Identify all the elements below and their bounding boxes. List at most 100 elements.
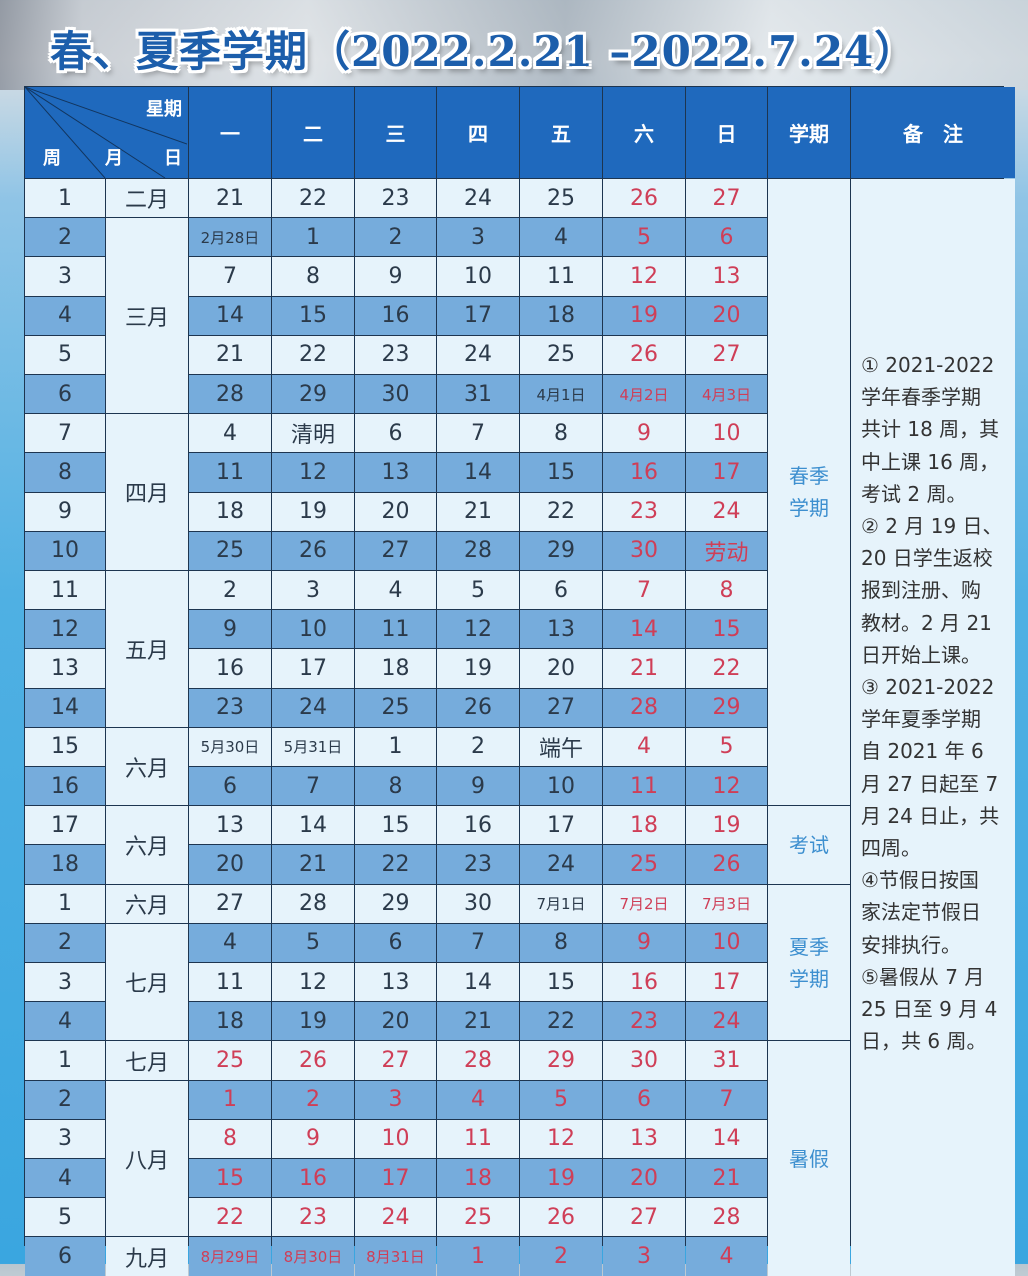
month-label: 六月 <box>106 806 188 884</box>
day-cell: 22 <box>272 179 354 218</box>
day-cell: 12 <box>437 610 519 649</box>
day-cell: 12 <box>272 453 354 492</box>
day-cell: 30 <box>355 375 436 414</box>
month-label: 七月 <box>106 1041 188 1080</box>
day-cell: 8 <box>686 571 767 610</box>
note-line: ④节假日按国 <box>861 868 979 893</box>
week-number: 17 <box>25 806 105 845</box>
day-cell: 8 <box>355 767 436 806</box>
weekday-header: 四 <box>437 87 519 178</box>
day-cell: 13 <box>603 1119 685 1159</box>
day-cell: 10 <box>686 923 767 963</box>
day-cell: 29 <box>520 531 602 571</box>
term-label: 春季 学期 <box>768 179 850 806</box>
day-cell: 2月28日 <box>189 218 271 257</box>
day-cell: 17 <box>686 963 767 1002</box>
notes-cell: ① 2021-2022 学年春季学期 共计 18 周，其 中上课 16 周， 考试 2 … <box>851 179 1015 1276</box>
day-cell: 8 <box>520 923 602 963</box>
day-cell: 11 <box>355 610 436 649</box>
day-cell: 21 <box>272 845 354 884</box>
day-cell: 13 <box>520 610 602 649</box>
day-cell: 5月31日 <box>272 727 354 767</box>
day-cell: 22 <box>189 1198 271 1237</box>
week-number: 4 <box>25 1159 105 1198</box>
day-cell: 21 <box>686 1159 767 1198</box>
day-cell: 2 <box>520 1237 602 1276</box>
day-cell: 27 <box>686 335 767 375</box>
note-line: 报到注册、购 <box>861 578 981 603</box>
day-cell: 1 <box>189 1080 271 1119</box>
diagonal-lines <box>25 87 187 178</box>
term-label-line: 春季 <box>789 464 829 489</box>
day-cell: 1 <box>355 727 436 767</box>
note-line: 月 24 日止，共 <box>861 803 1000 828</box>
week-number: 18 <box>25 845 105 884</box>
week-number: 1 <box>25 1041 105 1080</box>
day-cell: 29 <box>355 884 436 923</box>
week-number: 9 <box>25 492 105 531</box>
day-cell: 20 <box>686 296 767 335</box>
week-number: 4 <box>25 1002 105 1041</box>
day-cell: 20 <box>355 1002 436 1041</box>
day-cell: 端午 <box>520 727 602 767</box>
day-cell: 8 <box>189 1119 271 1159</box>
day-cell: 19 <box>272 1002 354 1041</box>
day-cell: 29 <box>272 375 354 414</box>
month-label: 七月 <box>106 923 188 1041</box>
day-cell: 15 <box>189 1159 271 1198</box>
day-cell: 17 <box>686 453 767 492</box>
day-cell: 4月1日 <box>520 375 602 414</box>
day-cell: 18 <box>603 806 685 845</box>
day-cell: 18 <box>189 1002 271 1041</box>
page-title: 春、夏季学期（2022.2.21 –2022.7.24） <box>50 27 918 76</box>
day-cell: 13 <box>355 963 436 1002</box>
note-line: 自 2021 年 6 <box>861 739 984 764</box>
day-cell: 4 <box>520 218 602 257</box>
day-cell: 28 <box>437 531 519 571</box>
month-label: 九月 <box>106 1237 188 1276</box>
day-cell: 2 <box>437 727 519 767</box>
day-cell: 10 <box>272 610 354 649</box>
day-cell: 26 <box>520 1198 602 1237</box>
day-cell: 26 <box>603 335 685 375</box>
day-cell: 14 <box>686 1119 767 1159</box>
day-cell: 16 <box>437 806 519 845</box>
day-cell: 18 <box>189 492 271 531</box>
week-number: 1 <box>25 884 105 923</box>
day-cell: 14 <box>603 610 685 649</box>
weekday-header: 五 <box>520 87 602 178</box>
day-cell: 6 <box>603 1080 685 1119</box>
note-line: 家法定节假日 <box>861 900 981 925</box>
weekday-header: 三 <box>355 87 436 178</box>
day-cell: 3 <box>603 1237 685 1276</box>
day-cell: 17 <box>272 649 354 688</box>
day-cell: 24 <box>686 1002 767 1041</box>
day-cell: 5 <box>520 1080 602 1119</box>
day-cell: 6 <box>189 767 271 806</box>
day-cell: 16 <box>272 1159 354 1198</box>
day-cell: 9 <box>603 923 685 963</box>
day-cell: 7 <box>272 767 354 806</box>
background-photo <box>0 0 1028 90</box>
note-line: ⑤暑假从 7 月 <box>861 964 985 989</box>
term-label-line: 夏季 <box>789 934 829 959</box>
day-cell: 13 <box>189 806 271 845</box>
day-cell: 8月30日 <box>272 1237 354 1276</box>
day-cell: 30 <box>437 884 519 923</box>
day-cell: 27 <box>686 179 767 218</box>
corner-week-label: 周 <box>43 148 61 169</box>
day-cell: 24 <box>437 335 519 375</box>
day-cell: 4月2日 <box>603 375 685 414</box>
day-cell: 19 <box>686 806 767 845</box>
week-number: 15 <box>25 727 105 767</box>
day-cell: 9 <box>603 414 685 453</box>
day-cell: 4 <box>189 414 271 453</box>
day-cell: 3 <box>355 1080 436 1119</box>
term-header: 学期 <box>768 87 850 178</box>
day-cell: 1 <box>272 218 354 257</box>
day-cell: 30 <box>603 1041 685 1080</box>
day-cell: 4月3日 <box>686 375 767 414</box>
day-cell: 25 <box>520 179 602 218</box>
day-cell: 劳动 <box>686 531 767 571</box>
day-cell: 5 <box>686 727 767 767</box>
